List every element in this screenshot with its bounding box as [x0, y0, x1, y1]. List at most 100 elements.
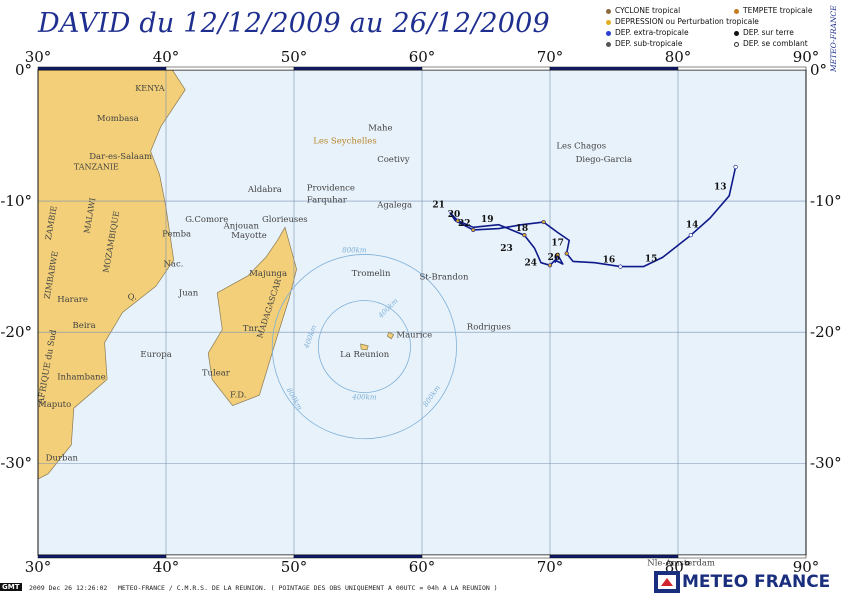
track-obs-point — [688, 233, 693, 238]
place-label: Majunga — [249, 269, 287, 279]
africa-landmass — [37, 69, 186, 480]
tick-label-lon-bottom: 40° — [153, 558, 180, 576]
place-label: Nac. — [163, 260, 183, 270]
track-day-label: 20 — [448, 210, 461, 220]
place-label: Tromelin — [352, 269, 391, 279]
meteo-france-logo-icon — [654, 571, 680, 593]
track-obs-point — [555, 252, 560, 257]
place-label: KENYA — [135, 84, 164, 93]
place-label: Europa — [140, 350, 171, 360]
tick-label-lat-left: 0° — [15, 61, 32, 79]
place-label: G.Comore — [185, 215, 228, 225]
place-label: Mombasa — [97, 114, 139, 124]
legend-item-sur-terre: DEP. sur terre — [734, 27, 794, 38]
track-obs-point — [547, 263, 553, 268]
track-day-label: 18 — [516, 224, 529, 234]
frame-band-bottom — [165, 554, 295, 559]
frame-band-top — [421, 66, 551, 71]
tick-label-lon-bottom: 30° — [25, 558, 52, 576]
frame-band-top — [677, 66, 807, 71]
place-label: Les Seychelles — [313, 136, 377, 146]
track-obs-point — [541, 219, 546, 225]
track-day-label: 17 — [551, 239, 564, 249]
credit-line: METEO-FRANCE / C.M.R.S. DE LA REUNION. (… — [118, 584, 498, 592]
tick-label-lon-top: 40° — [153, 48, 180, 66]
place-label: Anjouan — [223, 222, 260, 232]
legend-item-tempete: TEMPETE tropicale — [734, 5, 812, 16]
place-label: Maputo — [38, 400, 71, 410]
place-label: La Reunion — [340, 350, 390, 360]
meteo-france-wordmark: METEO FRANCE — [682, 572, 831, 592]
track-obs-point — [455, 218, 460, 223]
place-label: Pemba — [162, 229, 191, 239]
frame-band-bottom — [549, 554, 679, 559]
range-label: 400km — [351, 394, 377, 402]
frame-band-bottom — [677, 554, 807, 559]
place-label: F.D. — [230, 391, 247, 401]
place-label: Harare — [57, 295, 88, 305]
tick-label-lat-right: 0° — [810, 61, 827, 79]
place-label: Beira — [73, 321, 96, 331]
legend-dot-icon — [734, 41, 739, 47]
place-label: Inhambane — [57, 372, 105, 382]
track-line — [449, 166, 737, 268]
tick-label-lat-right: -10° — [810, 192, 842, 210]
frame-band-bottom — [37, 554, 167, 559]
place-label: Mahe — [368, 123, 392, 133]
track-day-label: 26 — [548, 253, 561, 263]
madagascar — [207, 226, 297, 407]
legend-dot-icon — [734, 8, 739, 14]
place-label: St-Brandon — [419, 273, 469, 283]
tick-label-lat-left: -20° — [0, 323, 32, 341]
tick-label-lon-top: 30° — [25, 48, 52, 66]
map-frame — [37, 66, 807, 559]
legend-dot-icon — [606, 8, 611, 14]
legend-item-se-comblant: DEP. se comblant — [734, 38, 808, 49]
track-day-label: 13 — [714, 182, 727, 192]
place-label: Coetivy — [377, 155, 410, 165]
place-label: Glorieuses — [262, 215, 308, 225]
place-label: Nle-Amsterdam — [647, 558, 715, 568]
track-day-label: 21 — [432, 201, 445, 211]
cyclone-track — [449, 164, 738, 269]
track-obs-point — [522, 233, 527, 238]
legend-item-cyclone: CYCLONE tropical — [606, 5, 680, 16]
graticule — [38, 70, 806, 555]
range-label: 800km — [342, 246, 367, 254]
track-day-label: 24 — [525, 258, 538, 268]
frame-band-top — [165, 66, 295, 71]
tick-label-lon-bottom: 60° — [409, 558, 436, 576]
place-label: Maurice — [396, 330, 432, 340]
maurice-island — [386, 331, 395, 340]
legend-item-extra-tropicale: DEP. extra-tropicale — [606, 27, 689, 38]
tick-label-lon-bottom: 70° — [537, 558, 564, 576]
side-label-text: METEO-FRANCE — [829, 5, 838, 73]
map-title: DAVID du 12/12/2009 au 26/12/2009 — [38, 8, 550, 39]
tick-label-lat-left: -30° — [0, 454, 32, 472]
legend-dot-icon — [606, 30, 611, 36]
track-day-label: 14 — [686, 220, 699, 230]
tick-label-lon-top: 50° — [281, 48, 308, 66]
gmt-badge: GMT — [0, 583, 22, 591]
frame-band-bottom — [421, 554, 551, 559]
frame-band-bottom — [293, 554, 423, 559]
axis-tick-labels: 30°30°40°40°50°50°60°60°70°70°80°80°90°9… — [0, 48, 841, 576]
place-label: Agalega — [376, 201, 412, 211]
frame-band-top — [549, 66, 679, 71]
frame-band-top — [37, 66, 167, 71]
legend-item-depression: DEPRESSION ou Perturbation tropicale — [606, 16, 759, 27]
tick-label-lon-top: 70° — [537, 48, 564, 66]
place-label: Tnr. — [243, 324, 260, 334]
range-circle-800km — [271, 254, 457, 440]
meteo-france-logo: METEO FRANCE — [652, 570, 842, 595]
legend-dot-icon — [606, 41, 611, 47]
place-label: Q. — [128, 292, 137, 302]
tick-label-lon-bottom: 90° — [793, 558, 820, 576]
place-label: Durban — [46, 454, 79, 464]
range-circle-400km — [317, 300, 411, 394]
place-label: Juan — [178, 288, 199, 298]
place-label: Diego-Garcia — [576, 155, 632, 165]
legend-dot-icon — [606, 19, 611, 25]
track-obs-point — [618, 264, 623, 269]
